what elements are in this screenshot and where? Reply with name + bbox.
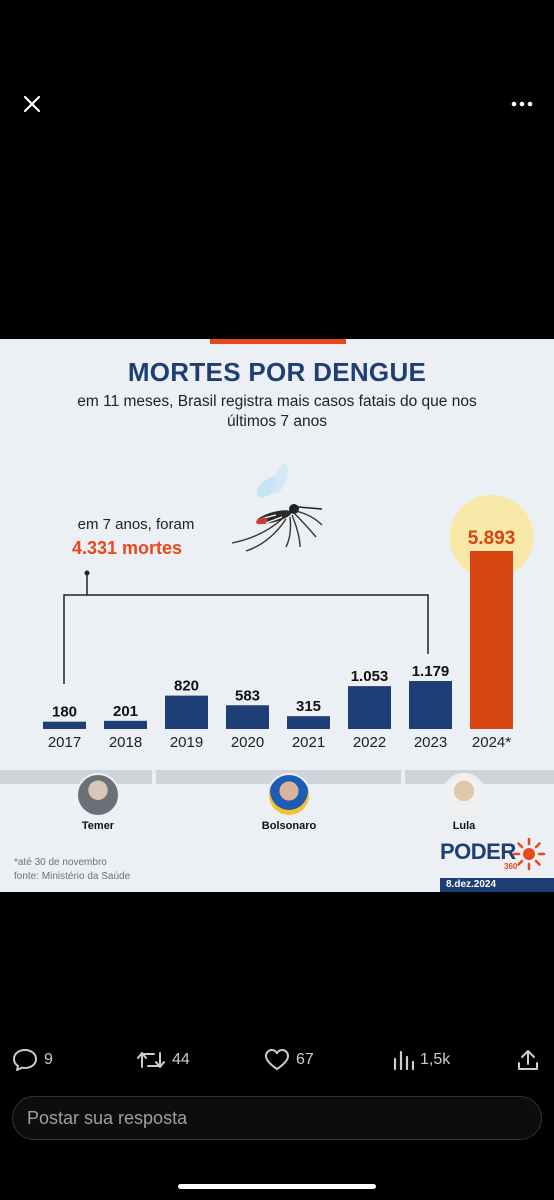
- president-name: Temer: [81, 820, 115, 832]
- publish-date: 8.dez.2024: [440, 878, 554, 892]
- bar-2022: [348, 686, 391, 729]
- post-actions-bar: 9 44 67 1,5k: [0, 1040, 554, 1080]
- callout-label: em 7 anos, foram: [78, 516, 195, 533]
- home-indicator: [178, 1184, 376, 1189]
- close-icon: [23, 95, 41, 113]
- repost-count: 44: [172, 1051, 190, 1068]
- data-label: 820: [174, 678, 199, 695]
- data-label: 583: [235, 687, 260, 704]
- callout-bracket: [63, 570, 429, 684]
- x-tick-label: 2018: [109, 734, 142, 751]
- reply-action[interactable]: 9: [12, 1040, 53, 1080]
- repost-action[interactable]: 44: [136, 1040, 190, 1080]
- footnote: *até 30 de novembro fonte: Ministério da…: [14, 856, 130, 884]
- x-tick-label: 2024*: [472, 734, 511, 751]
- avatar: [442, 773, 486, 817]
- president-name: Bolsonaro: [261, 820, 317, 832]
- callout-value: 4.331 mortes: [72, 538, 182, 558]
- x-tick-label: 2022: [353, 734, 386, 751]
- term-band-lula: [405, 770, 554, 784]
- close-button[interactable]: [14, 86, 50, 122]
- bar-2023: [409, 681, 452, 729]
- more-options-button[interactable]: [504, 86, 540, 122]
- chart-subtitle: em 11 meses, Brasil registra mais casos …: [77, 393, 477, 430]
- reply-composer[interactable]: [12, 1096, 542, 1140]
- data-label: 5.893: [468, 528, 516, 549]
- poder360-logo: PODER 360: [440, 837, 550, 877]
- share-icon: [518, 1050, 538, 1070]
- president-temer: Temer: [53, 773, 143, 832]
- like-action[interactable]: 67: [264, 1040, 314, 1080]
- x-tick-label: 2021: [292, 734, 325, 751]
- data-label: 315: [296, 698, 321, 715]
- president-name: Lula: [452, 820, 476, 832]
- chart-title: MORTES POR DENGUE: [127, 357, 427, 387]
- accent-bar: [210, 339, 346, 344]
- data-label: 1.179: [412, 663, 450, 680]
- share-action[interactable]: [516, 1040, 540, 1080]
- president-lula: Lula: [419, 773, 509, 832]
- views-count: 1,5k: [420, 1051, 451, 1068]
- bar-2020: [226, 705, 269, 729]
- data-label: 1.053: [351, 668, 389, 685]
- more-icon: [511, 101, 533, 107]
- heart-icon: [265, 1049, 289, 1070]
- bar-2019: [165, 695, 208, 729]
- sun-logo-icon: [512, 837, 546, 871]
- x-tick-label: 2023: [414, 734, 447, 751]
- x-tick-label: 2017: [48, 734, 81, 751]
- bar-2024: [470, 551, 513, 729]
- x-tick-label: 2020: [231, 734, 264, 751]
- like-count: 67: [296, 1051, 314, 1068]
- data-label: 180: [52, 704, 77, 721]
- reply-input[interactable]: [13, 1097, 541, 1139]
- infographic-image[interactable]: MORTES POR DENGUE em 11 meses, Brasil re…: [0, 339, 554, 892]
- bar-2018: [104, 720, 147, 729]
- avatar: [76, 773, 120, 817]
- president-bolsonaro: Bolsonaro: [244, 773, 334, 832]
- reply-count: 9: [44, 1051, 53, 1068]
- analytics-icon: [393, 1050, 414, 1071]
- footnote-source: fonte: Ministério da Saúde: [14, 871, 131, 882]
- bar-2017: [43, 721, 86, 729]
- mosquito-illustration: [231, 463, 323, 552]
- avatar: [267, 773, 311, 817]
- logo-word: PODER: [440, 839, 516, 864]
- logo-sub: 360: [504, 862, 518, 871]
- views-action[interactable]: 1,5k: [392, 1040, 450, 1080]
- x-tick-label: 2019: [170, 734, 203, 751]
- data-label: 201: [113, 703, 138, 720]
- repost-icon: [137, 1052, 165, 1068]
- footnote-date: *até 30 de novembro: [14, 857, 107, 868]
- bar-2021: [287, 716, 330, 729]
- comment-icon: [13, 1049, 37, 1071]
- bar-chart: em 7 anos, foram 4.331 mortes 180 2017 201…: [43, 463, 534, 751]
